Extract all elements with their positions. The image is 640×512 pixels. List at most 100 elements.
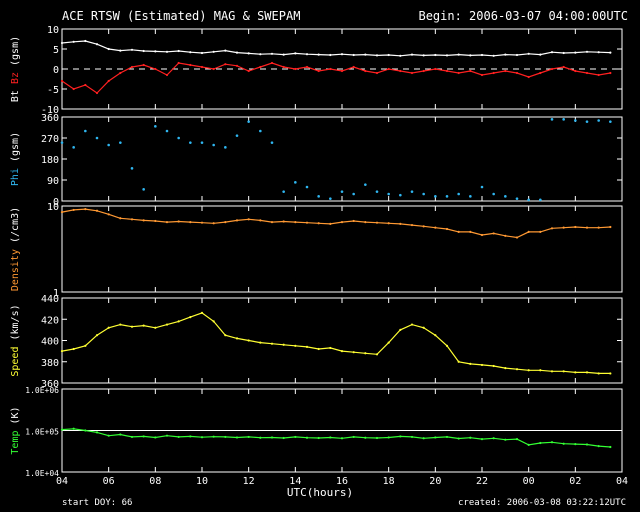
point-density-4 — [107, 213, 110, 216]
point-speed-1 — [72, 347, 75, 351]
point-speed-18 — [270, 342, 274, 345]
point-bt-26 — [364, 53, 367, 56]
point-speed-20 — [294, 344, 297, 347]
point-speed-3 — [95, 334, 99, 337]
point-bt-45 — [585, 50, 589, 53]
point-density-10 — [177, 220, 180, 223]
point-phi-28 — [387, 192, 390, 196]
point-bt-7 — [142, 49, 145, 53]
ylabel-part-temp-0: Temp — [10, 431, 21, 455]
point-bt-6 — [130, 48, 134, 51]
point-bz-9 — [165, 73, 169, 77]
point-speed-9 — [165, 323, 169, 326]
point-speed-19 — [282, 343, 285, 346]
point-phi-6 — [130, 167, 134, 170]
point-speed-22 — [317, 347, 320, 351]
ytick-label-speed-4: 360 — [41, 379, 59, 390]
point-phi-12 — [200, 141, 204, 144]
point-density-2 — [84, 208, 87, 211]
ylabel-temp: Temp (K) — [10, 406, 21, 454]
ytick-label-mag-1: 5 — [53, 45, 59, 56]
point-bz-20 — [294, 67, 297, 71]
xtick-label-9: 22 — [476, 476, 488, 487]
point-bz-1 — [72, 87, 75, 91]
point-temp-12 — [200, 436, 204, 439]
point-phi-45 — [585, 120, 589, 123]
point-density-44 — [574, 225, 577, 229]
xtick-label-10: 00 — [523, 476, 535, 487]
point-bz-31 — [422, 69, 425, 73]
series-line-bz — [61, 62, 611, 94]
point-phi-22 — [317, 195, 320, 198]
point-bz-42 — [550, 67, 554, 71]
point-speed-11 — [189, 316, 192, 319]
point-speed-35 — [469, 362, 472, 365]
point-bt-3 — [95, 43, 99, 46]
point-phi-21 — [305, 185, 309, 189]
point-phi-35 — [469, 195, 472, 198]
point-bz-16 — [247, 69, 250, 73]
point-speed-40 — [527, 369, 530, 372]
point-speed-10 — [177, 320, 180, 323]
ylabel-part-density-1: (/cm3) — [10, 207, 21, 249]
xtick-label-5: 14 — [289, 476, 301, 487]
ylabel-part-temp-1: (K) — [10, 406, 21, 430]
point-bz-7 — [142, 63, 145, 67]
point-bz-21 — [305, 65, 309, 69]
ylabel-phi: Phi (gsm) — [10, 132, 21, 186]
ylabel-part-density-0: Density — [10, 249, 21, 291]
point-bt-32 — [434, 53, 437, 57]
point-bt-4 — [107, 47, 110, 51]
ytick-label-phi-4: 0 — [53, 197, 59, 208]
point-bz-0 — [60, 79, 64, 83]
point-phi-19 — [282, 190, 285, 193]
point-bt-10 — [177, 49, 180, 53]
ytick-label-speed-2: 400 — [41, 337, 59, 348]
point-speed-27 — [375, 353, 379, 356]
point-speed-4 — [107, 326, 110, 329]
point-phi-20 — [294, 181, 297, 184]
point-temp-22 — [317, 436, 320, 440]
point-temp-28 — [387, 436, 390, 439]
point-density-42 — [550, 227, 554, 230]
ytick-label-phi-0: 360 — [41, 113, 59, 124]
point-density-29 — [399, 222, 402, 225]
point-bt-17 — [259, 53, 262, 56]
point-density-14 — [224, 220, 227, 224]
point-phi-9 — [165, 129, 169, 133]
point-bt-12 — [200, 51, 204, 55]
point-speed-42 — [550, 370, 554, 373]
point-speed-25 — [352, 351, 355, 354]
point-temp-24 — [340, 437, 344, 440]
point-bt-37 — [492, 54, 495, 57]
point-density-17 — [259, 219, 262, 222]
point-density-38 — [504, 234, 507, 237]
point-bz-22 — [317, 69, 320, 73]
point-bz-24 — [340, 69, 344, 73]
point-bz-36 — [480, 73, 484, 77]
point-speed-2 — [84, 344, 87, 347]
point-bt-39 — [515, 53, 519, 57]
ytick-label-phi-3: 90 — [47, 176, 59, 187]
series-line-speed — [61, 312, 611, 374]
ylabel-part-speed-1: (km/s) — [10, 304, 21, 346]
point-speed-41 — [539, 369, 542, 372]
point-bz-41 — [539, 71, 542, 75]
point-bt-40 — [527, 52, 530, 55]
point-bt-42 — [550, 51, 554, 54]
ytick-label-density-0: 10 — [47, 202, 59, 213]
point-bz-10 — [177, 61, 180, 65]
point-temp-33 — [445, 435, 449, 439]
point-bz-23 — [329, 67, 332, 71]
point-speed-21 — [305, 345, 309, 348]
point-bz-18 — [270, 61, 274, 65]
point-bz-40 — [527, 75, 530, 79]
point-speed-38 — [504, 367, 507, 370]
point-bz-39 — [515, 71, 519, 75]
ytick-label-speed-0: 440 — [41, 294, 59, 305]
point-phi-14 — [224, 146, 227, 149]
point-speed-43 — [562, 370, 565, 373]
point-speed-34 — [457, 360, 460, 363]
ylabel-part-speed-0: Speed — [10, 347, 21, 377]
point-speed-7 — [142, 324, 145, 327]
